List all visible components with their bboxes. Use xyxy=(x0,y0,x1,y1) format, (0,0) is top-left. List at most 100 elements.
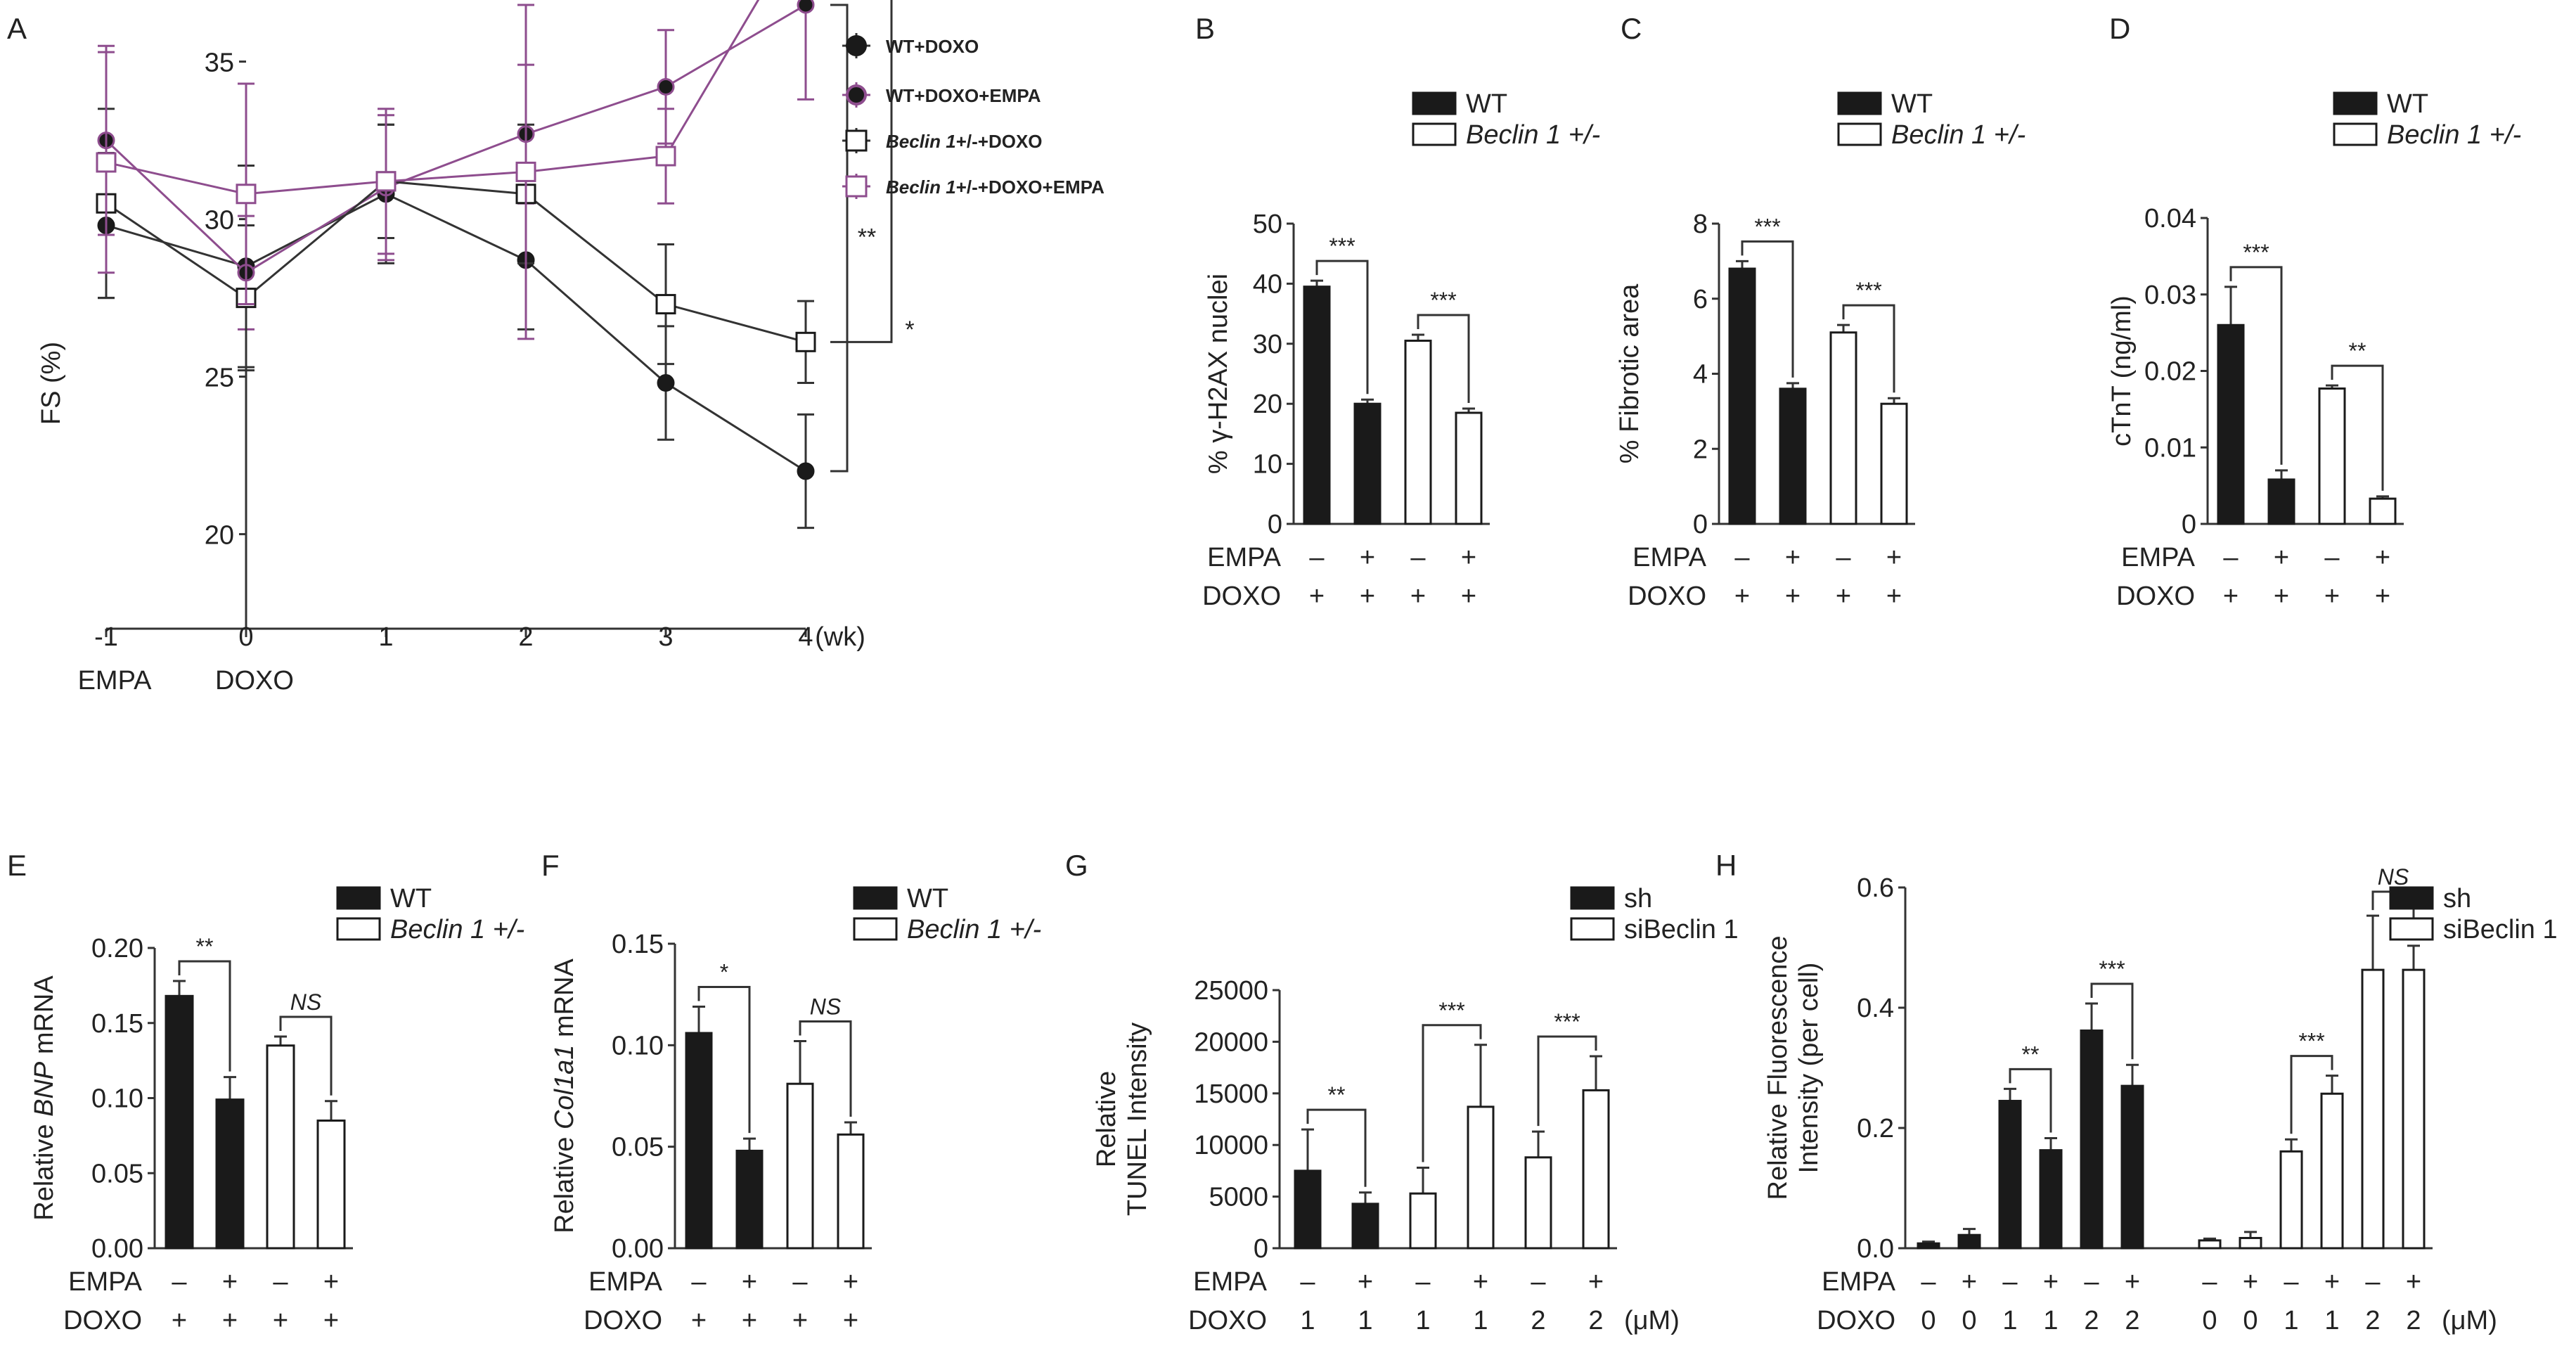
row-value: – xyxy=(1921,1267,1936,1297)
row-value: 2 xyxy=(1588,1306,1603,1335)
significance-bracket xyxy=(1537,1035,1597,1127)
bar xyxy=(2361,968,2385,1250)
significance-bracket xyxy=(1306,1108,1367,1187)
significance-label: *** xyxy=(1430,288,1456,313)
row-value: + xyxy=(1785,543,1801,572)
row-label: DOXO xyxy=(1817,1306,1895,1335)
significance-label: *** xyxy=(1438,998,1464,1023)
legend-label: WT+DOXO+EMPA xyxy=(886,85,1041,106)
series-2 xyxy=(96,108,816,385)
significance-bracket xyxy=(1842,304,1895,393)
y-tick-label: 8 xyxy=(1693,210,1708,239)
x-tick-label: 4 xyxy=(798,622,813,652)
y-tick-label: 4 xyxy=(1693,360,1708,390)
row-value: – xyxy=(2365,1267,2381,1297)
significance-bracket xyxy=(697,985,751,1134)
row-label: DOXO xyxy=(1188,1306,1267,1335)
row-value: 0 xyxy=(2202,1306,2217,1335)
row-value: + xyxy=(1461,582,1476,611)
significance-label: * xyxy=(720,959,728,985)
bar xyxy=(1582,1089,1610,1250)
legend-swatch xyxy=(853,886,898,910)
significance-bracket xyxy=(1741,240,1794,378)
bar xyxy=(1455,411,1483,525)
bracket-beclin xyxy=(830,0,893,343)
y-tick-label: 0.20 xyxy=(91,934,143,963)
bar xyxy=(2320,1092,2344,1250)
significance-bracket xyxy=(799,1020,852,1117)
bar xyxy=(1467,1105,1495,1250)
bar xyxy=(2369,497,2397,525)
data-point xyxy=(655,146,676,167)
row-label: EMPA xyxy=(1207,543,1282,572)
row-label: DOXO xyxy=(63,1306,142,1335)
y-tick-label: 40 xyxy=(1253,269,1282,299)
y-tick-label: 0.02 xyxy=(2144,357,2196,387)
significance-label: ** xyxy=(2022,1041,2040,1067)
panel-h: H 0.0 0.2 0.4 0.6 Relative Fluorescence Inten… xyxy=(1715,849,2558,1335)
legend-marker xyxy=(846,35,867,56)
row-value: + xyxy=(2243,1267,2258,1297)
row-value: + xyxy=(1461,543,1476,572)
legend-swatch xyxy=(1570,886,1615,910)
row-value: + xyxy=(2324,582,2340,611)
row-value: + xyxy=(323,1306,339,1335)
legend-swatch xyxy=(1837,122,1882,146)
significance-brackets: *** xyxy=(830,0,915,473)
legend-label: Beclin 1+/-+DOXO xyxy=(886,131,1043,152)
bar xyxy=(316,1120,346,1250)
row-value: + xyxy=(1358,1267,1373,1297)
row-value: 1 xyxy=(2002,1306,2017,1335)
row-value: + xyxy=(222,1267,238,1297)
row-value: – xyxy=(1415,1267,1431,1297)
y-axis-label: cTnT (ng/ml) xyxy=(2107,295,2137,447)
bar xyxy=(2198,1239,2222,1250)
legend-label: Beclin 1 +/- xyxy=(907,915,1041,944)
significance-label: NS xyxy=(2378,864,2409,890)
y-tick-label: 0.00 xyxy=(91,1234,143,1264)
row-value: + xyxy=(2406,1267,2421,1297)
y-axis-label: % γ-H2AX nuclei xyxy=(1204,274,1233,474)
bar xyxy=(165,994,194,1250)
legend-label: siBeclin 1 xyxy=(1624,915,1739,944)
bar xyxy=(2039,1149,2063,1250)
y-tick-label: 0.10 xyxy=(91,1084,143,1114)
x-tick-label: -1 xyxy=(94,622,118,652)
bar xyxy=(1779,387,1807,525)
legend-label: WT xyxy=(2387,89,2428,119)
row-value: + xyxy=(2375,582,2390,611)
series-line xyxy=(105,4,806,274)
series-3 xyxy=(96,0,760,340)
bar xyxy=(1728,267,1756,525)
panel-label-d: D xyxy=(2109,12,2130,45)
row-value: + xyxy=(2125,1267,2140,1297)
significance-label: ** xyxy=(2349,338,2366,364)
row-label: EMPA xyxy=(2121,543,2196,572)
row-value: – xyxy=(273,1267,288,1297)
row-value: – xyxy=(2284,1267,2299,1297)
row-value: 0 xyxy=(1962,1306,1976,1335)
x-unit-label: (wk) xyxy=(815,622,865,652)
y-tick-label: 0.10 xyxy=(612,1031,664,1060)
panel-label-b: B xyxy=(1195,12,1215,45)
row-label: EMPA xyxy=(1822,1267,1896,1297)
row-value: – xyxy=(1300,1267,1315,1297)
y-axis-label: Relative BNP mRNA xyxy=(30,975,59,1221)
bar xyxy=(1294,1169,1322,1250)
row-value: + xyxy=(1473,1267,1488,1297)
y-tick-label: 0 xyxy=(1693,510,1708,539)
legend: WT+DOXO WT+DOXO+EMPA Beclin 1+/-+DOXO Becli… xyxy=(842,33,1105,199)
row-value: 2 xyxy=(2365,1306,2380,1335)
event-label: DOXO xyxy=(215,666,294,695)
row-value: + xyxy=(2274,543,2289,572)
event-label: EMPA xyxy=(78,666,153,695)
y-tick-label: 0.05 xyxy=(612,1133,664,1162)
panel-e: E 0.00 0.05 0.10 0.15 0.20 Relative BNP mRNA **… xyxy=(7,849,524,1335)
legend-marker xyxy=(846,84,867,105)
row-value: 1 xyxy=(1300,1306,1315,1335)
row-label: DOXO xyxy=(584,1306,662,1335)
bar xyxy=(1917,1242,1940,1250)
significance-label: ** xyxy=(196,934,214,959)
